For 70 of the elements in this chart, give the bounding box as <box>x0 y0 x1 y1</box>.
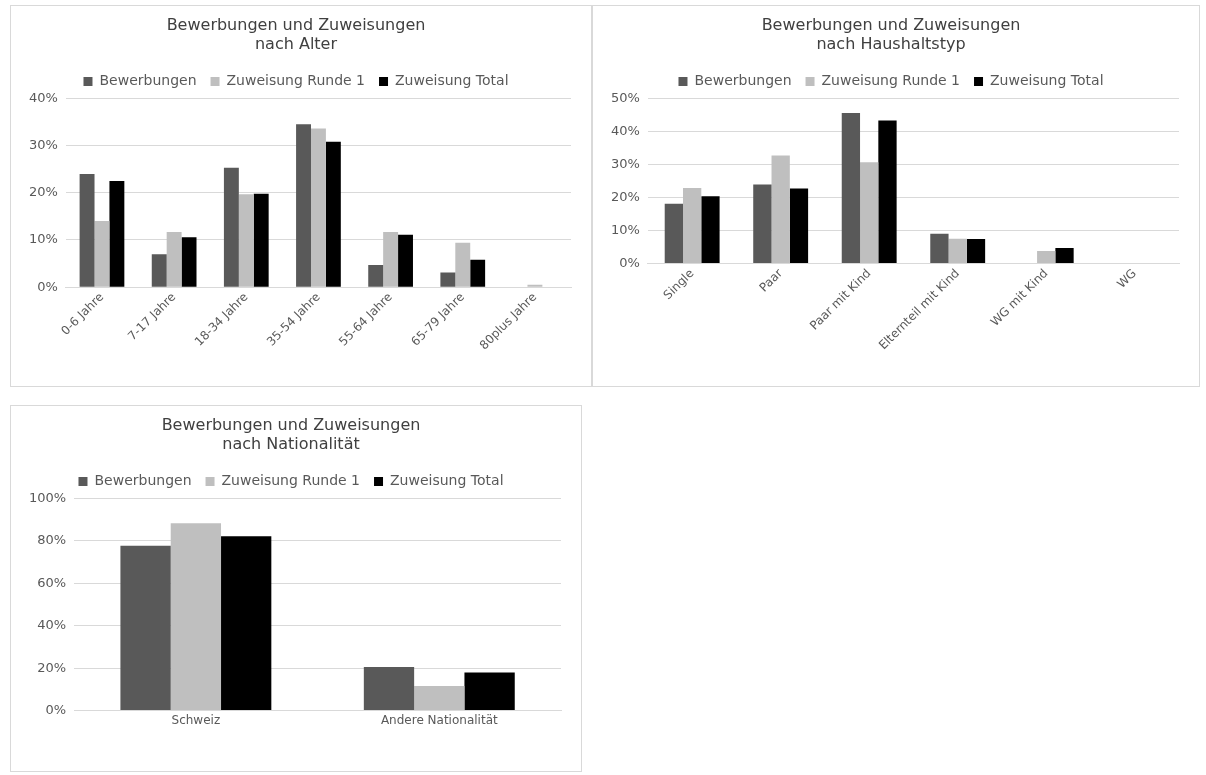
bar <box>94 221 110 287</box>
bar <box>79 173 95 287</box>
bar <box>383 231 399 287</box>
bar <box>664 203 684 264</box>
bar <box>166 231 182 287</box>
bar <box>398 234 413 287</box>
legend-label: Zuweisung Total <box>390 472 504 489</box>
bar <box>109 180 125 287</box>
x-tick-label: Andere Nationalität <box>380 712 498 727</box>
bar <box>1055 248 1074 264</box>
bar <box>221 536 272 711</box>
chart-title: Bewerbungen und Zuweisungen nach Haushaltstyp <box>761 14 1021 53</box>
bar <box>151 254 167 287</box>
legend-label: Bewerbungen <box>694 72 792 89</box>
legend-label: Zuweisung Runde 1 <box>226 72 366 89</box>
bar <box>253 193 269 287</box>
y-tick-label: 0% <box>619 254 640 270</box>
bar <box>368 265 384 287</box>
bar <box>860 162 879 264</box>
bar <box>789 188 809 264</box>
x-tick-label: Schweiz <box>171 712 221 727</box>
bar <box>440 272 456 287</box>
bar <box>470 259 486 287</box>
legend-label: Bewerbungen <box>99 72 197 89</box>
y-tick-label: 80% <box>37 532 67 548</box>
bar <box>296 124 311 287</box>
y-tick-label: 20% <box>28 184 58 200</box>
y-tick-label: 20% <box>610 188 640 204</box>
bar <box>414 685 465 711</box>
y-tick-label: 30% <box>28 136 58 152</box>
y-tick-label: 40% <box>37 617 67 633</box>
bar <box>310 128 326 287</box>
y-tick-label: 0% <box>45 701 67 717</box>
legend-label: Zuweisung Total <box>990 72 1104 89</box>
bar <box>464 672 515 711</box>
y-tick-label: 0% <box>37 278 58 294</box>
bar <box>841 112 861 264</box>
y-tick-label: 30% <box>610 155 640 171</box>
bar <box>701 196 720 264</box>
bar <box>683 187 702 264</box>
bar <box>948 238 967 264</box>
bar <box>1037 250 1056 264</box>
legend-label: Bewerbungen <box>94 472 192 489</box>
bar <box>170 523 222 711</box>
bar <box>181 237 197 287</box>
legend-label: Zuweisung Runde 1 <box>221 472 361 489</box>
bar <box>363 667 415 711</box>
legend-label: Zuweisung Total <box>395 72 509 89</box>
y-tick-label: 40% <box>28 89 58 105</box>
bar <box>878 120 897 264</box>
legend-label: Zuweisung Runde 1 <box>821 72 961 89</box>
bar <box>753 184 772 264</box>
bar <box>930 233 949 264</box>
bar <box>120 545 171 711</box>
y-tick-label: 20% <box>37 659 67 675</box>
y-tick-label: 10% <box>610 221 640 237</box>
chart-title: Bewerbungen und Zuweisungen nach Nationalität <box>161 414 421 453</box>
bar <box>771 155 790 264</box>
bar <box>238 194 254 287</box>
y-tick-label: 10% <box>28 231 58 247</box>
y-tick-label: 60% <box>37 574 67 590</box>
y-tick-label: 100% <box>28 489 67 505</box>
bar <box>455 242 471 287</box>
y-tick-label: 40% <box>610 122 640 138</box>
bar <box>325 141 341 287</box>
bar <box>223 167 239 287</box>
x-tick-label: WG <box>1114 266 1140 291</box>
y-tick-label: 50% <box>610 89 640 105</box>
chart-title: Bewerbungen und Zuweisungen nach Alter <box>166 14 426 53</box>
bar <box>966 239 986 264</box>
